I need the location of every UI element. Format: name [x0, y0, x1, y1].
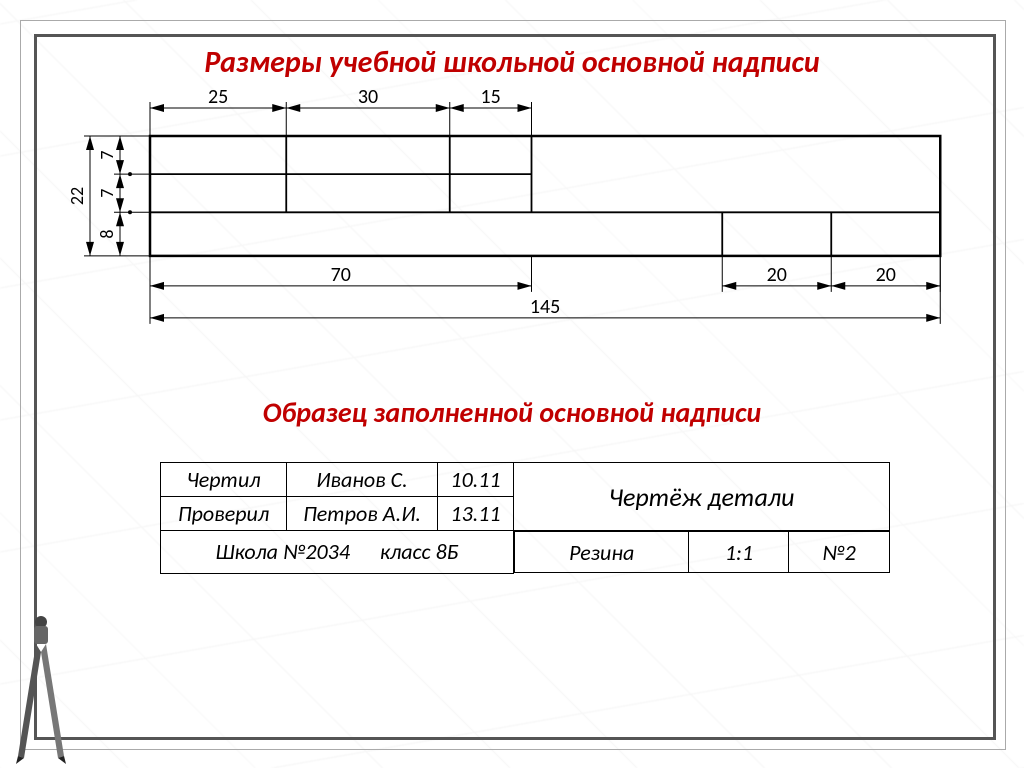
svg-text:70: 70 — [331, 263, 351, 287]
cell-material: Резина — [515, 532, 689, 573]
cell-drawing-title: Чертёж детали — [514, 463, 890, 531]
cell-checked-name: Петров А.И. — [287, 497, 438, 531]
svg-text:7: 7 — [96, 151, 118, 160]
svg-text:145: 145 — [530, 295, 560, 319]
cell-checked-date: 13.11 — [438, 497, 514, 531]
cell-drew-label: Чертил — [161, 463, 287, 497]
example-title-block: Чертил Иванов С. 10.11 Чертёж детали Про… — [160, 462, 890, 574]
svg-text:30: 30 — [358, 90, 378, 109]
svg-text:7: 7 — [96, 189, 118, 198]
svg-text:15: 15 — [480, 90, 500, 109]
compass-icon — [6, 604, 76, 764]
cell-school-class: Школа №2034 класс 8Б — [161, 531, 514, 574]
main-title: Размеры учебной школьной основной надпис… — [0, 44, 1024, 81]
dimensioned-block-diagram: 25 30 15 7 7 8 22 70 20 20 145 — [70, 90, 970, 390]
svg-text:20: 20 — [876, 263, 896, 287]
cell-number: №2 — [789, 532, 889, 573]
example-title: Образец заполненной основной надписи — [0, 395, 1024, 430]
svg-text:25: 25 — [208, 90, 228, 109]
cell-scale: 1:1 — [689, 532, 789, 573]
svg-text:20: 20 — [767, 263, 787, 287]
cell-checked-label: Проверил — [161, 497, 287, 531]
cell-drew-date: 10.11 — [438, 463, 514, 497]
cell-drew-name: Иванов С. — [287, 463, 438, 497]
svg-text:8: 8 — [96, 230, 118, 239]
svg-text:22: 22 — [70, 187, 88, 205]
